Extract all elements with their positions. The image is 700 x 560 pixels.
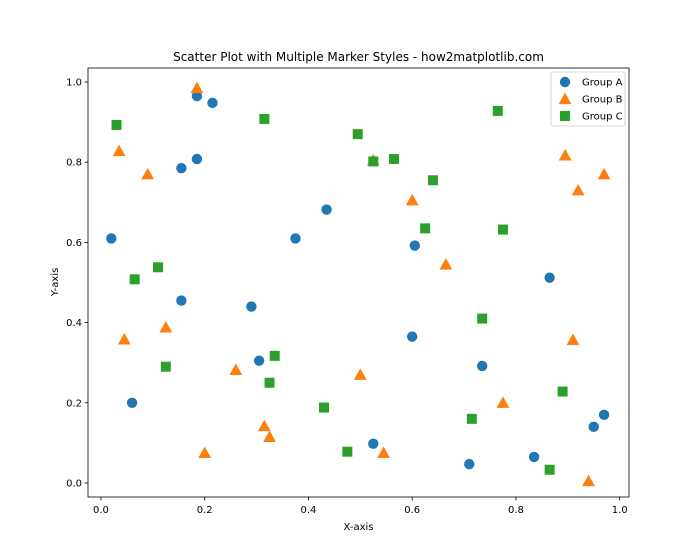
- triangle-marker: [141, 167, 155, 180]
- square-marker: [420, 223, 431, 234]
- square-marker: [342, 446, 353, 457]
- x-tick-label: 0.4: [300, 505, 316, 516]
- circle-marker: [368, 438, 379, 449]
- plot-area-frame: [87, 67, 630, 498]
- square-marker: [259, 113, 270, 124]
- circle-marker: [464, 458, 475, 470]
- square-marker: [153, 262, 164, 273]
- square-marker: [264, 377, 275, 388]
- circle-marker: [191, 153, 203, 165]
- x-tick-label: 0.6: [404, 505, 420, 516]
- square-marker: [557, 386, 568, 397]
- y-tick-label: 0.2: [66, 398, 82, 409]
- circle-marker: [176, 163, 187, 174]
- square-marker: [352, 129, 363, 140]
- circle-marker: [598, 409, 610, 421]
- triangle-marker: [377, 446, 391, 459]
- y-tick-label: 0.6: [66, 238, 82, 249]
- circle-marker: [176, 295, 187, 306]
- legend-square-icon: [560, 111, 570, 121]
- square-marker: [160, 361, 171, 372]
- data-markers: [106, 81, 611, 487]
- triangle-marker: [353, 368, 367, 380]
- legend-label: Group C: [582, 112, 623, 123]
- circle-marker: [207, 97, 218, 109]
- triangle-marker: [190, 81, 204, 94]
- square-marker: [319, 402, 330, 413]
- legend-label: Group A: [582, 78, 623, 89]
- square-marker: [492, 105, 503, 116]
- x-tick-label: 1.0: [612, 505, 628, 516]
- triangle-marker: [566, 333, 580, 345]
- circle-marker: [253, 355, 265, 366]
- y-tick-label: 1.0: [66, 78, 82, 89]
- y-axis-title: Y-axis: [50, 268, 61, 298]
- triangle-marker: [496, 396, 510, 408]
- y-axis: 0.0 0.2 0.4 0.6 0.8 1.0: [66, 78, 88, 489]
- chart-title: Scatter Plot with Multiple Marker Styles…: [173, 50, 544, 64]
- triangle-marker: [112, 144, 126, 157]
- legend: Group A Group B Group C: [550, 71, 626, 127]
- y-tick-label: 0.0: [66, 478, 82, 489]
- legend-circle-icon: [559, 76, 571, 88]
- circle-marker: [406, 331, 418, 342]
- triangle-marker: [229, 363, 243, 376]
- x-axis: 0.0 0.2 0.4 0.6 0.8 1.0: [93, 497, 628, 516]
- square-marker: [269, 350, 280, 361]
- square-marker: [466, 413, 477, 424]
- triangle-marker: [571, 183, 585, 196]
- square-marker: [544, 464, 555, 475]
- x-tick-label: 0.8: [508, 505, 524, 516]
- triangle-marker: [257, 419, 271, 432]
- circle-marker: [588, 421, 599, 433]
- square-marker: [497, 224, 508, 235]
- square-marker: [129, 274, 140, 285]
- circle-marker: [246, 301, 257, 312]
- triangle-marker: [263, 430, 276, 442]
- triangle-marker: [117, 333, 131, 345]
- circle-marker: [126, 397, 138, 408]
- circle-marker: [409, 240, 420, 251]
- circle-marker: [290, 233, 301, 244]
- triangle-marker: [439, 258, 453, 270]
- square-marker: [111, 119, 122, 130]
- x-tick-label: 0.2: [197, 505, 213, 516]
- y-tick-label: 0.8: [66, 158, 82, 169]
- x-tick-label: 0.0: [93, 505, 109, 516]
- triangle-marker: [198, 446, 212, 459]
- square-marker: [427, 175, 438, 186]
- legend-label: Group B: [582, 95, 623, 106]
- x-axis-title: X-axis: [344, 522, 374, 533]
- circle-marker: [106, 233, 117, 244]
- square-marker: [477, 313, 488, 324]
- circle-marker: [321, 204, 332, 215]
- triangle-marker: [159, 321, 173, 333]
- triangle-marker: [597, 167, 611, 180]
- circle-marker: [528, 451, 540, 463]
- legend-triangle-icon: [558, 92, 572, 105]
- square-marker: [368, 156, 379, 167]
- circle-marker: [191, 90, 203, 102]
- circle-marker: [477, 360, 488, 372]
- circle-marker: [544, 272, 555, 283]
- square-marker: [389, 154, 400, 165]
- triangle-marker: [405, 193, 419, 206]
- triangle-marker: [558, 149, 572, 161]
- triangle-marker: [582, 474, 595, 487]
- y-tick-label: 0.4: [66, 318, 82, 329]
